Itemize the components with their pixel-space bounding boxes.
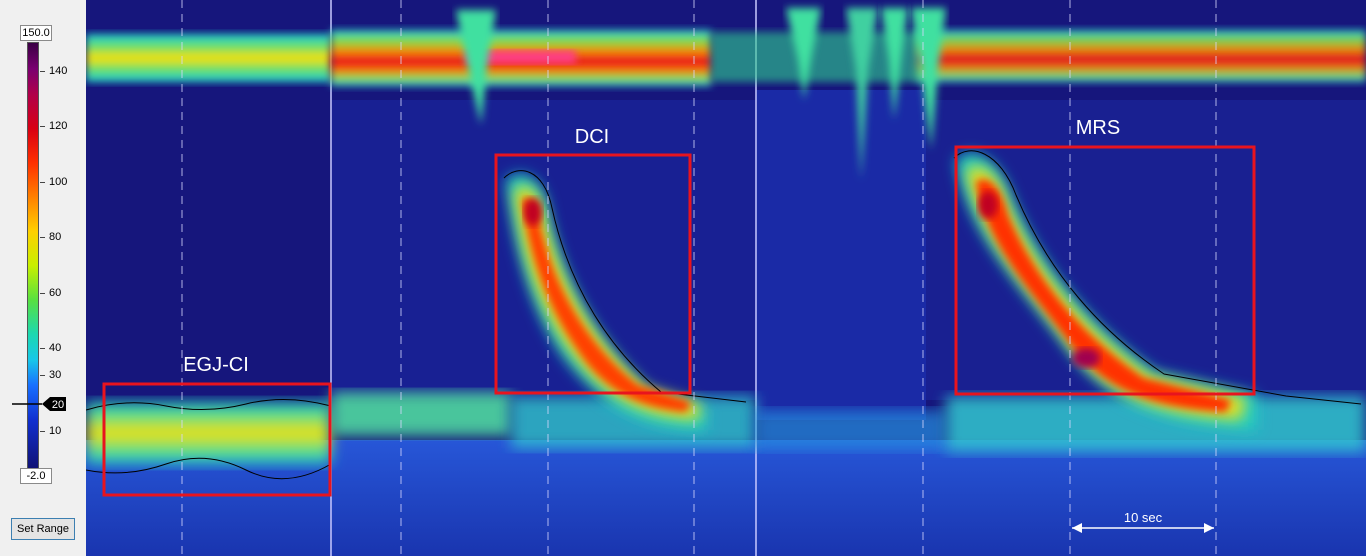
colorbar-panel: 150.0 140 120 100 80 60 40 30 10 20 -2.0…	[0, 0, 86, 556]
mrs-box	[954, 145, 1256, 396]
egj-ci-box	[102, 382, 332, 497]
repetitive-swallow-background	[756, 90, 926, 420]
colorbar-tick-mark	[40, 293, 45, 294]
egj-contour-top	[86, 399, 332, 411]
ues-band-high-right	[916, 30, 1366, 82]
ues-drop	[786, 8, 821, 100]
colorbar-tick-60: 60	[49, 287, 62, 299]
mrs-wave-peak	[978, 191, 998, 219]
colorbar-max-field[interactable]: 150.0	[20, 25, 52, 41]
mrs-wave-peak-distal	[1072, 348, 1100, 368]
dci-contour	[503, 170, 747, 403]
mrs-wave-core	[976, 179, 1231, 412]
mrs-label: MRS	[1076, 117, 1120, 139]
dci-box	[494, 153, 692, 395]
colorbar-min-field[interactable]: -2.0	[20, 468, 52, 484]
time-scale-bar	[1072, 523, 1214, 533]
colorbar-tick-120: 120	[49, 120, 68, 132]
ues-drop	[881, 8, 908, 120]
colorbar-tick-mark	[40, 237, 45, 238]
egj-band-mid	[331, 392, 511, 436]
time-scale-label: 10 sec	[1124, 510, 1163, 525]
set-range-button[interactable]: Set Range	[11, 518, 75, 540]
colorbar-tick-10: 10	[49, 425, 62, 437]
time-gridlines	[181, 0, 1217, 556]
colorbar-tick-mark	[40, 348, 45, 349]
colorbar-tick-140: 140	[49, 65, 68, 77]
egj-band-relaxed	[756, 410, 946, 450]
isobar-marker-value: 20	[52, 399, 64, 411]
egj-contour-bottom	[86, 457, 332, 480]
ues-drop	[911, 8, 946, 150]
mrs-body-background	[926, 100, 1366, 400]
colorbar-tick-mark	[40, 71, 45, 72]
mrs-contour	[953, 150, 1362, 405]
ues-drop	[846, 8, 878, 180]
colorbar-tick-100: 100	[49, 176, 68, 188]
colorbar-tick-80: 80	[49, 231, 62, 243]
ues-band-baseline	[86, 34, 331, 82]
ues-drop	[456, 10, 496, 125]
egj-ci-label: EGJ-CI	[183, 354, 249, 376]
dci-wave-peak	[524, 198, 542, 226]
colorbar-tick-mark	[40, 126, 45, 127]
pressure-topography-plot: EGJ-CI DCI MRS 10 sec	[86, 0, 1366, 556]
colorbar-tick-40: 40	[49, 342, 62, 354]
colorbar-tick-30: 30	[49, 369, 62, 381]
colorbar-tick-mark	[40, 431, 45, 432]
colorbar-tick-mark	[40, 375, 45, 376]
dci-label: DCI	[575, 126, 609, 148]
egj-band-left	[86, 402, 331, 464]
colorbar-tick-mark	[40, 182, 45, 183]
isobar-marker[interactable]: 20	[12, 396, 66, 412]
